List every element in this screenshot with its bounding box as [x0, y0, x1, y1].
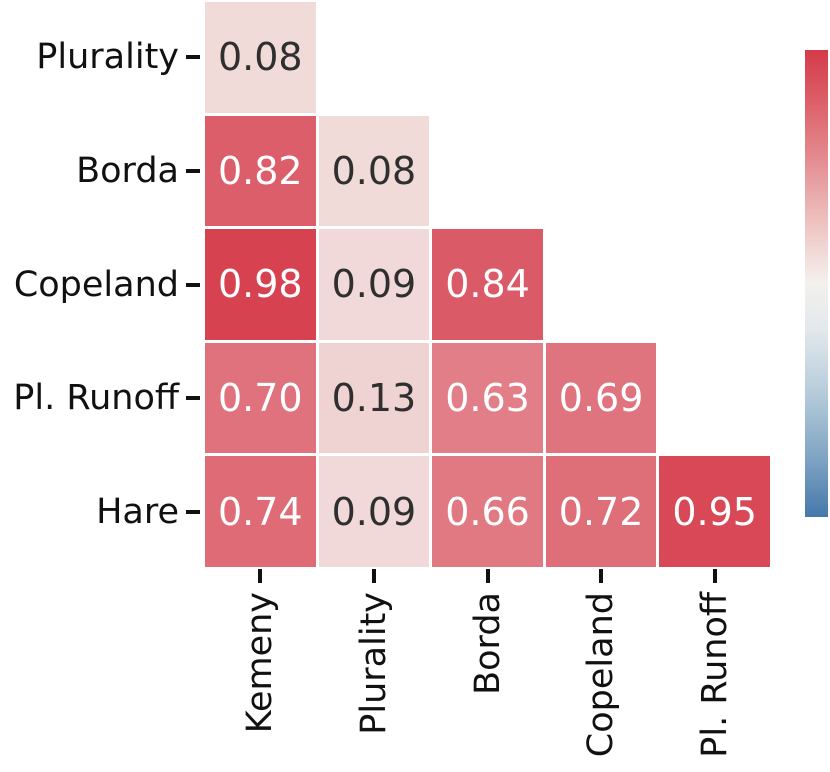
- cell-value: 0.72: [558, 489, 644, 534]
- cell-value: 0.95: [672, 489, 757, 534]
- row-label-plurality: Plurality: [36, 37, 179, 78]
- x-axis-tick: [712, 569, 717, 583]
- row-label-borda: Borda: [76, 150, 179, 191]
- heatmap-cell: 0.95: [659, 456, 770, 567]
- heatmap-cell: 0.13: [318, 342, 430, 454]
- heatmap-cell: 0.69: [545, 342, 657, 454]
- cell-value: 0.13: [331, 376, 417, 421]
- heatmap-cell-empty: [432, 116, 543, 227]
- x-axis-tick: [258, 569, 263, 583]
- heatmap-cell-empty: [546, 229, 657, 340]
- cell-value: 0.70: [217, 376, 303, 421]
- cell-value: 0.74: [217, 489, 303, 534]
- heatmap-cell: 0.82: [205, 115, 316, 227]
- heatmap-cell: 0.98: [205, 229, 316, 340]
- row-label-hare: Hare: [96, 491, 179, 532]
- heatmap-cell-empty: [659, 229, 770, 340]
- cell-value: 0.98: [217, 262, 303, 307]
- heatmap-cell-empty: [659, 343, 770, 454]
- heatmap-cell-empty: [546, 116, 657, 227]
- x-axis-tick: [599, 569, 604, 583]
- cell-value: 0.82: [217, 148, 303, 193]
- col-label-copeland: Copeland: [581, 592, 622, 758]
- y-axis-tick: [186, 509, 200, 514]
- heatmap-cell: 0.09: [318, 456, 430, 567]
- y-axis-tick: [186, 55, 200, 60]
- x-axis-tick: [485, 569, 490, 583]
- cell-value: 0.08: [217, 35, 303, 80]
- heatmap-cell-empty: [432, 2, 543, 113]
- y-axis-tick: [186, 396, 200, 401]
- heatmap-cell: 0.70: [205, 342, 316, 454]
- cell-value: 0.09: [331, 489, 417, 534]
- heatmap-cell: 0.84: [432, 229, 543, 340]
- heatmap-cell: 0.08: [205, 2, 316, 113]
- heatmap-grid: 0.08 0.82 0.08 0.98 0.09 0.84 0.70 0.13 0.63 0.69…: [205, 2, 770, 567]
- row-label-pl-runoff: Pl. Runoff: [13, 378, 179, 419]
- heatmap-cell-empty: [659, 2, 770, 113]
- heatmap-cell: 0.63: [432, 342, 543, 454]
- heatmap-cell-empty: [659, 116, 770, 227]
- heatmap-cell: 0.66: [432, 456, 543, 567]
- heatmap-cell-empty: [319, 2, 430, 113]
- row-label-copeland: Copeland: [13, 264, 179, 305]
- col-label-pl-runoff: Pl. Runoff: [694, 592, 735, 758]
- col-label-borda: Borda: [467, 592, 508, 695]
- cell-value: 0.63: [445, 376, 530, 421]
- cell-value: 0.08: [331, 148, 417, 193]
- heatmap-cell-empty: [546, 2, 657, 113]
- cell-value: 0.09: [331, 262, 417, 307]
- heatmap-cell: 0.09: [318, 229, 430, 340]
- heatmap-cell: 0.74: [205, 456, 316, 567]
- heatmap-cell: 0.72: [545, 456, 657, 567]
- cell-value: 0.84: [445, 262, 530, 307]
- colorbar: [805, 50, 828, 517]
- col-label-plurality: Plurality: [353, 592, 394, 735]
- col-label-kemeny: Kemeny: [240, 592, 281, 734]
- cell-value: 0.69: [558, 376, 644, 421]
- x-axis-tick: [371, 569, 376, 583]
- heatmap-cell: 0.08: [318, 115, 430, 227]
- y-axis-tick: [186, 168, 200, 173]
- cell-value: 0.66: [445, 489, 530, 534]
- y-axis-tick: [186, 282, 200, 287]
